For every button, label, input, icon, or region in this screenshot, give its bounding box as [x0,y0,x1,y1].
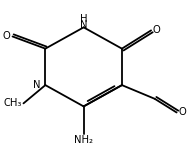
Text: O: O [153,25,161,35]
Text: N: N [80,20,87,30]
Text: NH₂: NH₂ [74,135,93,145]
Text: N: N [33,80,41,90]
Text: O: O [178,107,186,117]
Text: CH₃: CH₃ [3,98,22,108]
Text: O: O [3,31,11,41]
Text: H: H [80,14,87,24]
